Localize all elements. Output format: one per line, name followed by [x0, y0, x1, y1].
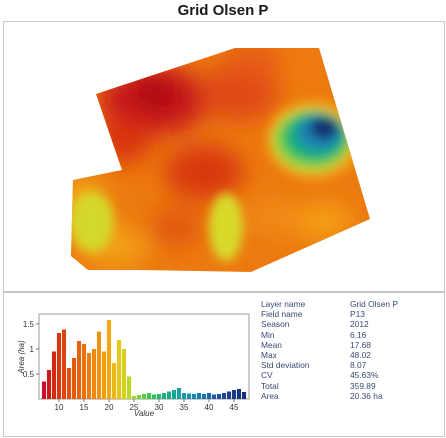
stat-row: Total 359.89: [261, 381, 441, 391]
histogram-bar: [41, 381, 47, 399]
value-histogram: 0.5 1 1.5 10 15 20 25 30 35 40 45 Area (ha) Value: [17, 313, 250, 418]
y-axis-label: Area (ha): [17, 340, 26, 375]
y-axis-ticks: 0.5 1 1.5: [23, 320, 39, 379]
stat-label: Area: [261, 390, 279, 401]
map-panel[interactable]: [3, 21, 445, 292]
stat-value: 45.63%: [350, 370, 379, 381]
histogram-bar: [56, 333, 62, 399]
stat-label: CV: [261, 370, 273, 381]
stat-label: Total: [261, 380, 279, 391]
stat-row: Season 2012: [261, 319, 441, 329]
histogram-bar: [161, 393, 167, 399]
histogram-bar: [66, 368, 72, 399]
histogram-bar: [61, 329, 67, 399]
stat-row: Std deviation 8.07: [261, 360, 441, 370]
histogram-bar: [116, 340, 122, 399]
statistics-panel: 0.5 1 1.5 10 15 20 25 30 35 40 45 Area (ha) Value…: [3, 292, 445, 437]
stat-value: 20.36 ha: [350, 390, 383, 401]
histogram-bar: [176, 388, 182, 399]
stat-row: Layer name Grid Olsen P: [261, 299, 441, 309]
histogram-bar: [146, 393, 152, 399]
y-tick-label: 1: [30, 345, 35, 354]
histogram-bars: [41, 320, 247, 399]
histogram-bar: [186, 393, 192, 399]
field-interpolation-surface: [71, 48, 370, 272]
histogram-bar: [241, 392, 247, 399]
histogram-bar: [81, 344, 87, 399]
stat-value: 2012: [350, 319, 369, 330]
x-tick-label: 10: [55, 403, 64, 412]
histogram-bar: [141, 394, 147, 399]
layer-statistics-table: Layer name Grid Olsen P Field name P13 Seaso…: [261, 299, 441, 401]
stat-row: Area 20.36 ha: [261, 391, 441, 401]
stat-label: Season: [261, 319, 290, 330]
histogram-bar: [126, 376, 132, 399]
histogram-bar: [136, 395, 142, 399]
histogram-bar: [201, 394, 207, 399]
histogram-bar: [236, 389, 242, 399]
histogram-bar: [51, 351, 57, 399]
histogram-bar: [121, 349, 127, 399]
histogram-bar: [211, 394, 217, 399]
histogram-bar: [101, 351, 107, 399]
olsen-p-grid-map[interactable]: [4, 22, 444, 291]
histogram-bar: [191, 394, 197, 399]
y-tick-label: 0.5: [23, 370, 35, 379]
histogram-bar: [206, 393, 212, 399]
stat-label: Layer name: [261, 299, 306, 309]
stat-value: 48.02: [350, 349, 371, 360]
stat-row: Field name P13: [261, 309, 441, 319]
histogram-bar: [111, 363, 117, 399]
stat-value: 6.16: [350, 329, 367, 340]
stat-label: Max: [261, 349, 277, 360]
stat-value: 359.89: [350, 380, 376, 391]
histogram-bar: [86, 353, 92, 399]
x-axis-ticks: 10 15 20 25 30 35 40 45: [55, 399, 239, 412]
histogram-bar: [76, 341, 82, 399]
histogram-bar: [181, 393, 187, 399]
stat-value: 17.68: [350, 339, 371, 350]
stat-label: Field name: [261, 309, 303, 320]
stat-row: CV 45.63%: [261, 370, 441, 380]
histogram-bar: [156, 394, 162, 399]
histogram-bar: [106, 320, 112, 399]
stat-label: Std deviation: [261, 360, 310, 371]
histogram-bar: [171, 390, 177, 399]
stat-label: Min: [261, 329, 275, 340]
stat-row: Min 6.16: [261, 330, 441, 340]
y-tick-label: 1.5: [23, 320, 35, 329]
histogram-bar: [221, 393, 227, 399]
page-title: Grid Olsen P: [177, 2, 269, 19]
histogram-bar: [131, 396, 137, 399]
histogram-bar: [71, 358, 77, 399]
x-tick-label: 35: [180, 403, 189, 412]
histogram-bar: [231, 390, 237, 399]
x-tick-label: 25: [130, 403, 139, 412]
stat-value: 8.07: [350, 360, 367, 371]
histogram-bar: [96, 331, 102, 399]
histogram-bar: [151, 394, 157, 399]
histogram-bar: [91, 349, 97, 399]
x-tick-label: 45: [230, 403, 239, 412]
stat-row: Mean 17.68: [261, 340, 441, 350]
x-tick-label: 40: [205, 403, 214, 412]
x-tick-label: 15: [80, 403, 89, 412]
x-tick-label: 20: [105, 403, 114, 412]
x-tick-label: 30: [155, 403, 164, 412]
histogram-bar: [166, 391, 172, 399]
histogram-bar: [216, 394, 222, 399]
x-axis-label: Value: [134, 409, 155, 418]
stat-row: Max 48.02: [261, 350, 441, 360]
histogram-bar: [46, 370, 52, 399]
stat-value: P13: [350, 309, 365, 320]
histogram-bar: [226, 391, 232, 399]
stat-value: Grid Olsen P: [350, 299, 398, 309]
stat-label: Mean: [261, 339, 282, 350]
histogram-bar: [196, 393, 202, 399]
